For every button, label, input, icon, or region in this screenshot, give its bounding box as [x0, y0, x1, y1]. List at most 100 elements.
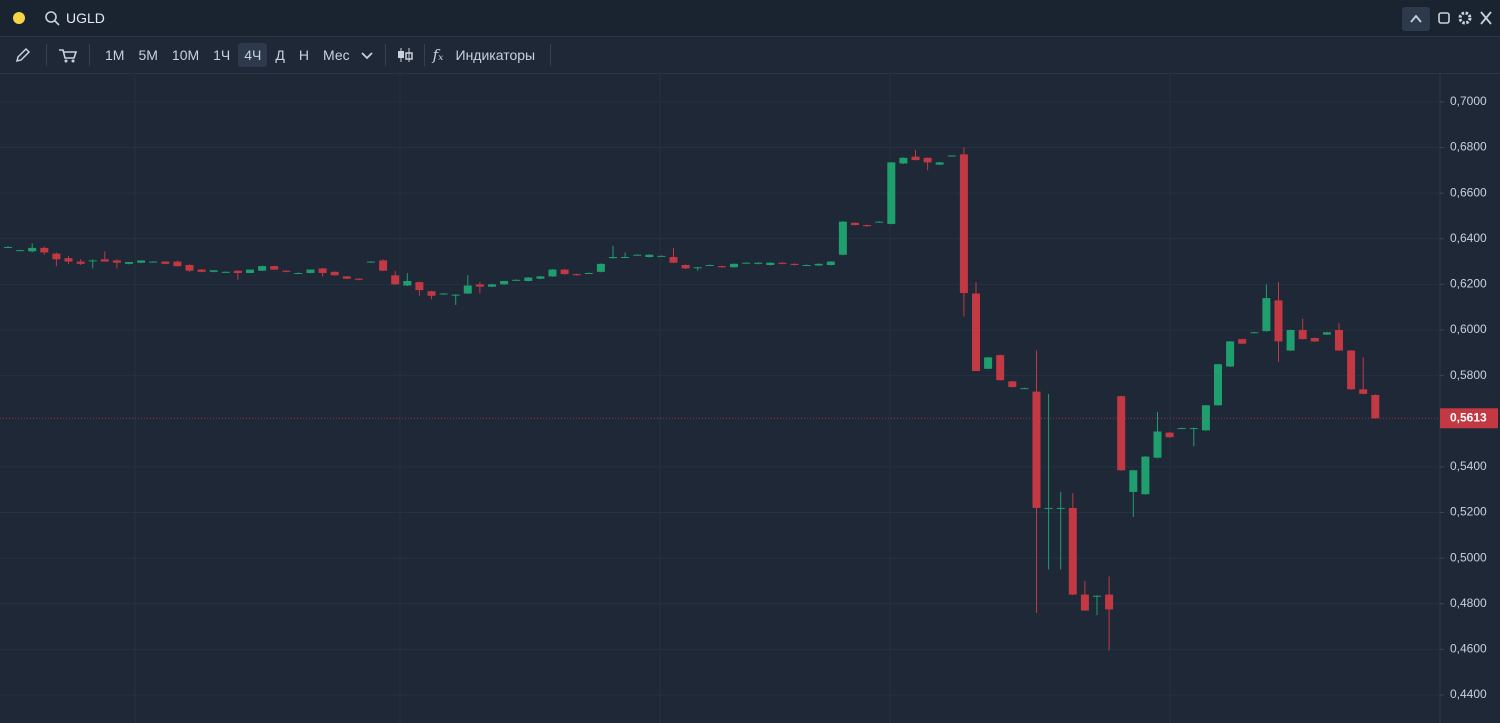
- interval-button[interactable]: 1Ч: [213, 47, 231, 63]
- candle-body: [125, 262, 133, 264]
- candle-body: [1177, 428, 1186, 430]
- candle-body: [233, 270, 242, 273]
- candle-body: [282, 270, 291, 272]
- interval-button[interactable]: 4Ч: [238, 43, 268, 67]
- candle-body: [1310, 337, 1319, 342]
- candle-body: [1335, 330, 1343, 351]
- candle-body: [802, 264, 811, 266]
- y-tick-label: 0,4400: [1450, 687, 1487, 701]
- y-tick-label: 0,7000: [1450, 94, 1487, 108]
- candle-body: [609, 257, 617, 259]
- candle-body: [1298, 330, 1307, 340]
- candle-body: [633, 254, 642, 256]
- candle-body: [935, 162, 944, 165]
- cart-icon[interactable]: [55, 45, 81, 65]
- candle-body: [1153, 431, 1162, 458]
- candle-body: [4, 246, 12, 248]
- y-tick-label: 0,6800: [1450, 140, 1487, 154]
- candle-body: [705, 264, 714, 266]
- interval-button[interactable]: 1М: [105, 47, 125, 63]
- candle-body: [645, 254, 654, 258]
- candle-body: [342, 276, 351, 279]
- candle-body: [88, 260, 97, 262]
- candle-body: [1020, 388, 1029, 390]
- candle-body: [657, 255, 666, 257]
- candle-body: [560, 269, 569, 275]
- interval-button[interactable]: Мес: [323, 47, 350, 63]
- interval-button[interactable]: Д: [275, 47, 285, 63]
- candle-body: [536, 276, 545, 279]
- candle-body: [778, 262, 787, 264]
- candle-body: [415, 282, 424, 291]
- candle-body: [826, 261, 835, 265]
- candle-body: [306, 269, 315, 273]
- symbol[interactable]: UGLD: [66, 10, 105, 26]
- indicators-button[interactable]: Индикаторы: [455, 47, 536, 63]
- candle-body: [851, 222, 859, 226]
- header-icons: [13, 7, 1492, 31]
- candle-body: [1347, 350, 1356, 390]
- candle-body: [754, 262, 763, 264]
- candle-body: [40, 247, 49, 253]
- candle-body: [403, 280, 412, 286]
- header: UGLD: [0, 0, 1500, 37]
- candle-body: [112, 260, 121, 263]
- candle-body: [52, 253, 61, 260]
- interval-button[interactable]: 10М: [171, 47, 200, 63]
- candle-body: [1056, 507, 1065, 509]
- candle-body: [28, 247, 37, 252]
- candle-body: [1189, 428, 1198, 430]
- candle-body: [923, 157, 932, 163]
- candle-body: [1238, 339, 1247, 344]
- candle-body: [512, 279, 521, 281]
- candle-body: [463, 285, 472, 294]
- candle-body: [318, 268, 327, 273]
- candle-body: [1044, 507, 1053, 509]
- candle-body: [621, 257, 630, 259]
- candle-body: [221, 271, 230, 273]
- candle-body: [197, 269, 206, 272]
- candle-body: [76, 261, 85, 264]
- y-tick-label: 0,6200: [1450, 277, 1487, 291]
- draw-icon[interactable]: [8, 45, 38, 65]
- candle-body: [354, 278, 363, 280]
- more-intervals[interactable]: [357, 45, 377, 65]
- candle-body: [488, 284, 496, 287]
- candle-body: [149, 261, 158, 263]
- candle-body: [838, 221, 847, 255]
- candle-body: [730, 263, 738, 268]
- candle-body: [572, 274, 581, 276]
- fx-icon: 𝑓ₓ: [432, 46, 444, 64]
- candle-body: [524, 277, 533, 281]
- candle-body: [1214, 364, 1222, 406]
- candle-body: [996, 355, 1005, 381]
- candle-body: [439, 293, 448, 295]
- chart-type-icon[interactable]: [394, 45, 416, 65]
- candle-body: [185, 264, 194, 271]
- settings-button[interactable]: [1458, 11, 1472, 25]
- candle-body: [1286, 330, 1295, 351]
- candle-body: [1359, 389, 1368, 394]
- close-button[interactable]: [1480, 11, 1492, 25]
- candle-body: [1093, 595, 1101, 597]
- collapse-button[interactable]: [1402, 7, 1430, 31]
- candle-body: [693, 267, 702, 269]
- y-tick-label: 0,6400: [1450, 231, 1487, 245]
- candle-body: [173, 261, 182, 267]
- candle-body: [911, 156, 920, 161]
- window-button[interactable]: [1438, 12, 1450, 24]
- candle-body: [1322, 332, 1331, 335]
- candle-body: [258, 266, 267, 271]
- candle-body: [1371, 395, 1380, 419]
- candle-body: [500, 280, 509, 285]
- interval-button[interactable]: 5М: [138, 47, 158, 63]
- candle-body: [584, 272, 593, 274]
- candle-body: [100, 259, 109, 262]
- candle-body: [899, 157, 908, 164]
- candle-body: [742, 262, 751, 264]
- candle-body: [391, 275, 400, 285]
- candle-body: [548, 269, 557, 277]
- candle-body: [379, 260, 388, 271]
- interval-button[interactable]: Н: [298, 47, 309, 63]
